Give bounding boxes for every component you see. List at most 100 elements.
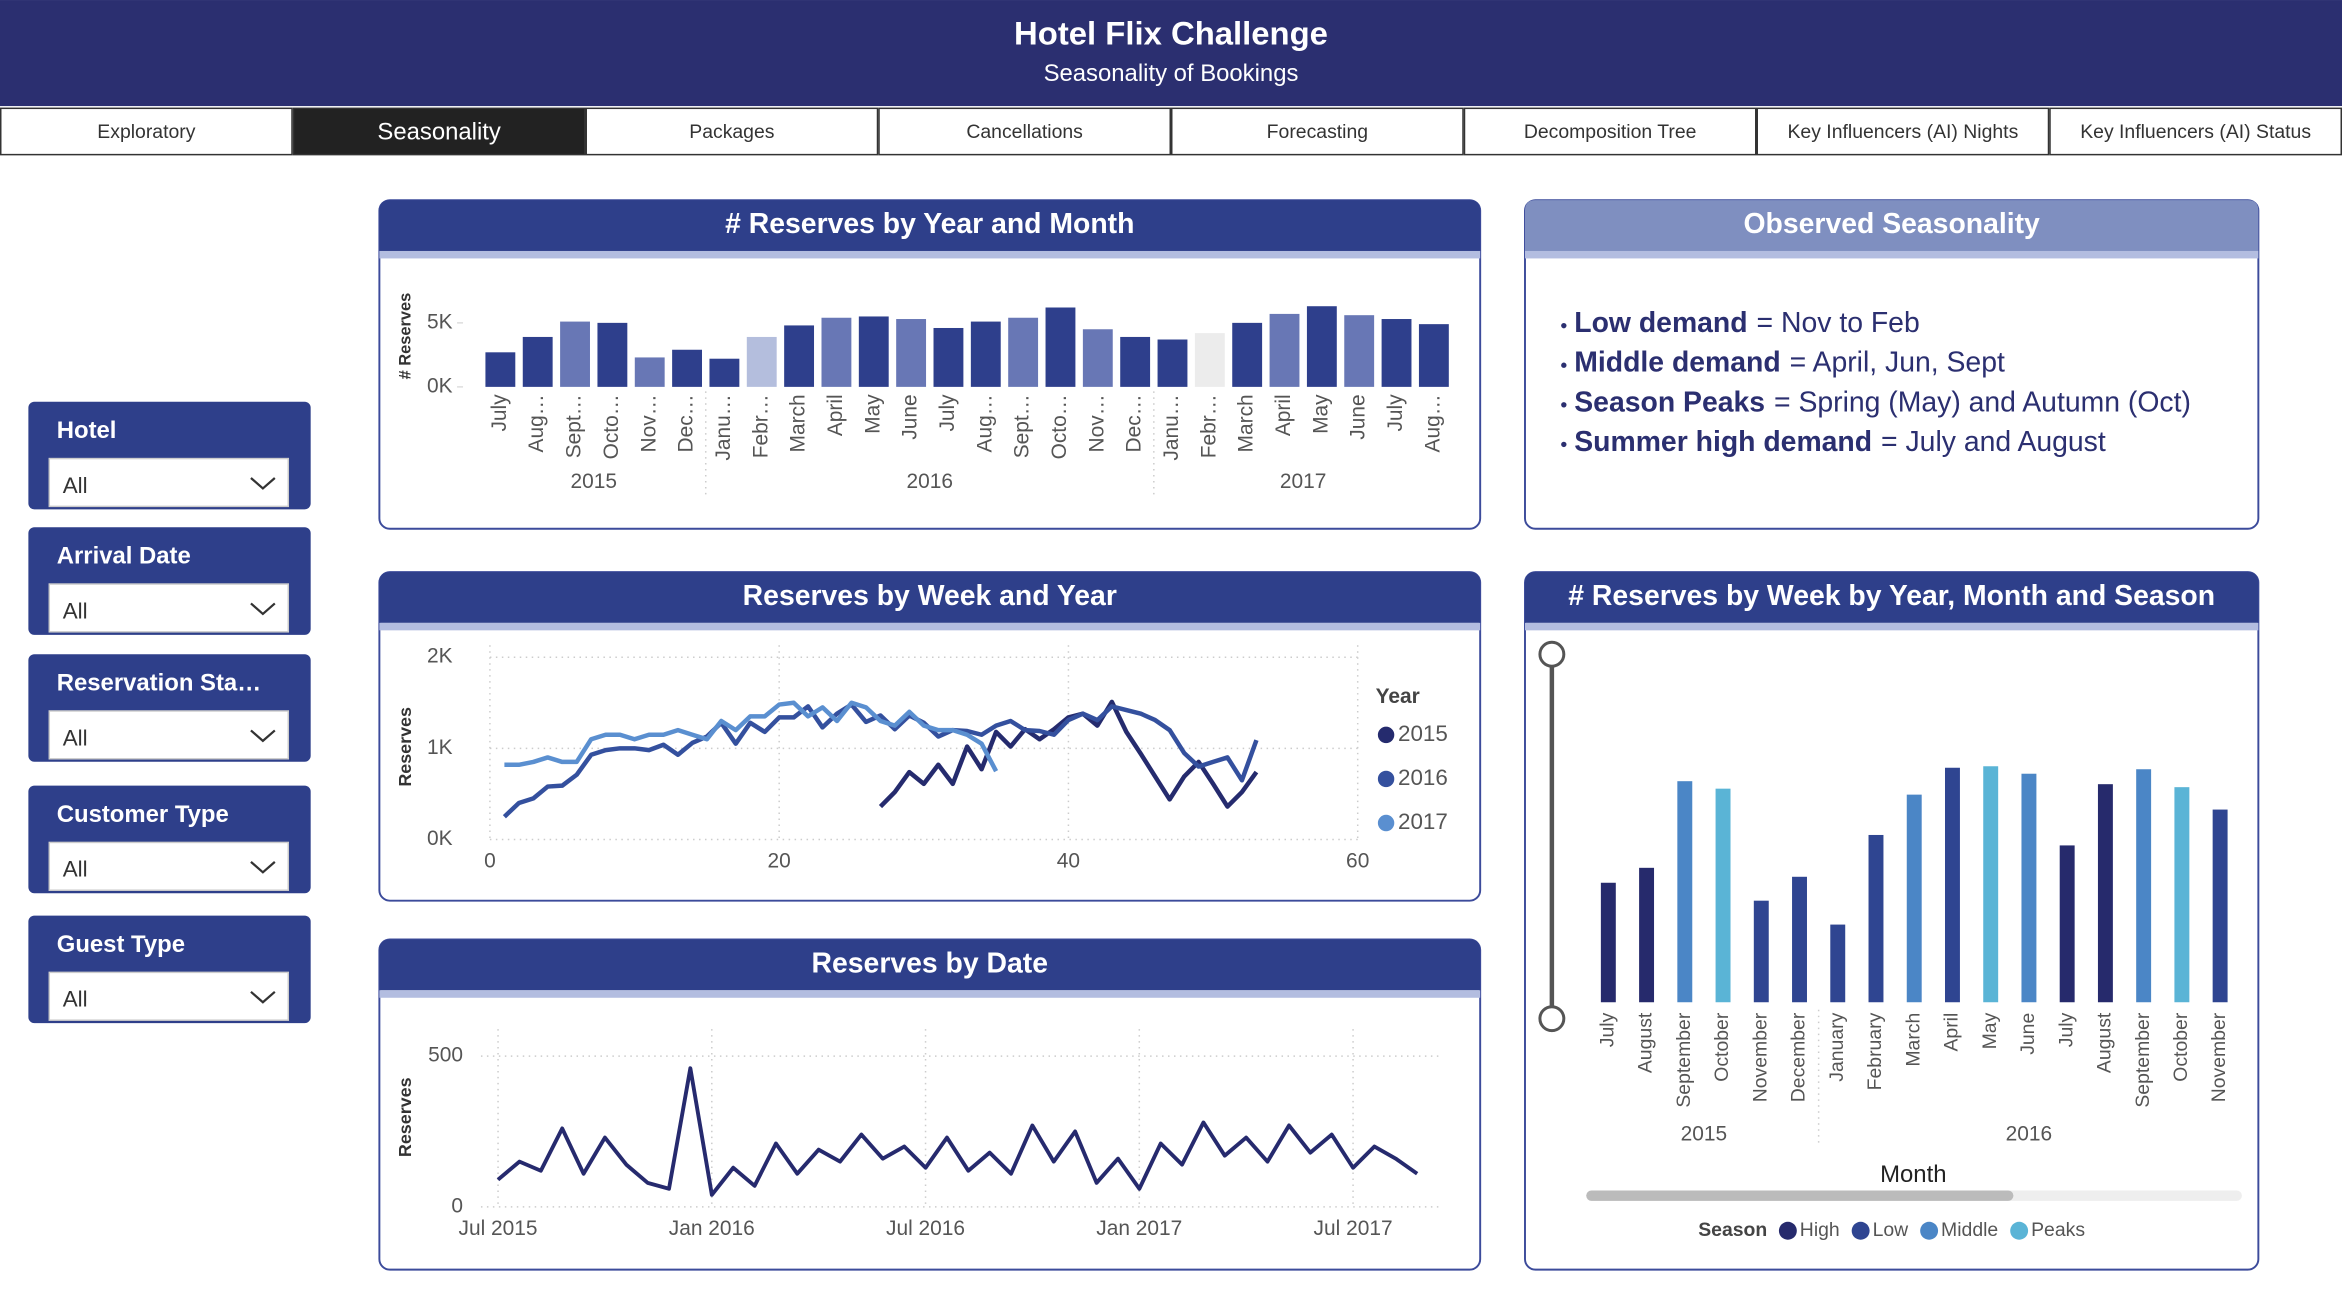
panel-header: [1524, 200, 2259, 251]
tab-label[interactable]: Seasonality: [377, 118, 500, 145]
x-group-label: 2017: [1280, 470, 1327, 493]
x-tick-label: Octo…: [1048, 394, 1071, 459]
bullet: [1561, 362, 1567, 368]
x-tick-label: Febr…: [749, 394, 772, 458]
tab-label[interactable]: Decomposition Tree: [1524, 121, 1697, 143]
x-tick-label: Aug…: [973, 394, 996, 452]
tab-label[interactable]: Forecasting: [1267, 121, 1368, 143]
x-tick-label: Jul 2015: [459, 1217, 538, 1240]
y-tick-label: 0K: [427, 827, 453, 850]
seasonality-item: Middle demand = April, Jun, Sept: [1574, 346, 2005, 378]
bar: [1120, 336, 1151, 387]
x-tick-label: Jan 2017: [1096, 1217, 1182, 1240]
legend-swatch: [1377, 726, 1395, 744]
x-tick-label: May: [861, 394, 884, 434]
x-tick-label: April: [1272, 394, 1295, 436]
x-group-label: 2015: [570, 470, 617, 493]
y-tick-label: 2K: [427, 645, 453, 668]
y-tick-label: 0K: [427, 374, 453, 397]
seasonality-item: Summer high demand = July and August: [1574, 425, 2106, 457]
seasonality-term: Season Peaks: [1574, 386, 1765, 418]
bar: [1983, 766, 1999, 1003]
tab[interactable]: [0, 107, 293, 156]
tab[interactable]: [292, 107, 586, 156]
legend-swatch: [1377, 770, 1395, 788]
x-tick-label: 40: [1057, 849, 1080, 872]
page-subtitle: Seasonality of Bookings: [1044, 60, 1299, 87]
filter-value[interactable]: All: [63, 857, 88, 882]
tab[interactable]: [1463, 107, 1757, 156]
dropdown-chevron: [250, 990, 276, 1004]
bar: [858, 316, 889, 387]
filter-value[interactable]: All: [63, 987, 88, 1012]
x-tick-label: October: [2170, 1012, 2192, 1082]
filter-value[interactable]: All: [63, 725, 88, 750]
tab[interactable]: [1756, 107, 2050, 156]
header-bar: [0, 0, 2342, 107]
filter-label: Hotel: [57, 417, 117, 444]
bar: [2097, 784, 2113, 1003]
range-slider-handle[interactable]: [1538, 640, 1566, 668]
tab[interactable]: [2049, 107, 2342, 156]
range-slider-handle[interactable]: [1538, 1005, 1566, 1033]
filter-label: Guest Type: [57, 931, 185, 958]
scrollbar-thumb[interactable]: [1586, 1190, 2014, 1201]
bar: [1008, 317, 1039, 387]
tab-label[interactable]: Key Influencers (AI) Status: [2080, 121, 2311, 143]
x-tick-label: 0: [484, 849, 496, 872]
y-axis-title: # Reserves: [397, 293, 415, 380]
x-tick-label: Febr…: [1197, 394, 1220, 458]
bar: [2059, 845, 2075, 1003]
panel-header-band: [1524, 250, 2259, 259]
seasonality-text: = July and August: [1881, 425, 2106, 457]
bar: [784, 325, 815, 387]
dropdown-chevron: [250, 602, 276, 616]
bar: [1344, 315, 1375, 387]
tab[interactable]: [585, 107, 879, 156]
panel-header: [379, 572, 1481, 623]
tab-label[interactable]: Cancellations: [966, 121, 1083, 143]
tab-label[interactable]: Packages: [689, 121, 774, 143]
x-tick-label: Octo…: [600, 394, 623, 459]
panel-header-band: [379, 250, 1481, 259]
bar: [522, 336, 553, 387]
x-tick-label: 60: [1346, 849, 1369, 872]
panel-title: # Reserves by Week by Year, Month and Se…: [1568, 580, 2215, 612]
filter-dropdown[interactable]: [48, 971, 290, 1021]
bar: [746, 336, 777, 387]
filter-value[interactable]: All: [63, 598, 88, 623]
bar: [709, 358, 740, 387]
x-tick-label: December: [1788, 1012, 1810, 1102]
x-tick-label: Nov…: [637, 394, 660, 452]
legend-label: 2015: [1398, 721, 1448, 746]
x-tick-label: Dec…: [1123, 394, 1146, 452]
bar: [821, 317, 852, 387]
filter-dropdown[interactable]: [48, 583, 290, 633]
bar: [1232, 322, 1263, 387]
filter-dropdown[interactable]: [48, 841, 290, 891]
filter-value[interactable]: All: [63, 473, 88, 498]
filter-dropdown[interactable]: [48, 710, 290, 760]
seasonality-text: = Spring (May) and Autumn (Oct): [1774, 386, 2191, 418]
bar: [1194, 333, 1225, 387]
filter-dropdown[interactable]: [48, 457, 290, 508]
x-tick-label: September: [1673, 1012, 1695, 1107]
x-tick-label: June: [899, 394, 922, 439]
bar: [1600, 882, 1616, 1003]
tab-label[interactable]: Key Influencers (AI) Nights: [1787, 121, 2018, 143]
bar: [634, 357, 665, 387]
tab[interactable]: [878, 107, 1171, 156]
bar: [1269, 313, 1300, 387]
data-line: [502, 702, 1259, 819]
tab[interactable]: [1171, 107, 1464, 156]
x-tick-label: Aug…: [525, 394, 548, 452]
data-line: [878, 699, 1259, 809]
tab-label[interactable]: Exploratory: [97, 121, 195, 143]
x-tick-label: Dec…: [675, 394, 698, 452]
legend-swatch: [2010, 1221, 2029, 1240]
seasonality-term: Middle demand: [1574, 346, 1780, 378]
seasonality-term: Summer high demand: [1574, 425, 1872, 457]
bar: [597, 322, 628, 387]
bar: [970, 321, 1001, 387]
